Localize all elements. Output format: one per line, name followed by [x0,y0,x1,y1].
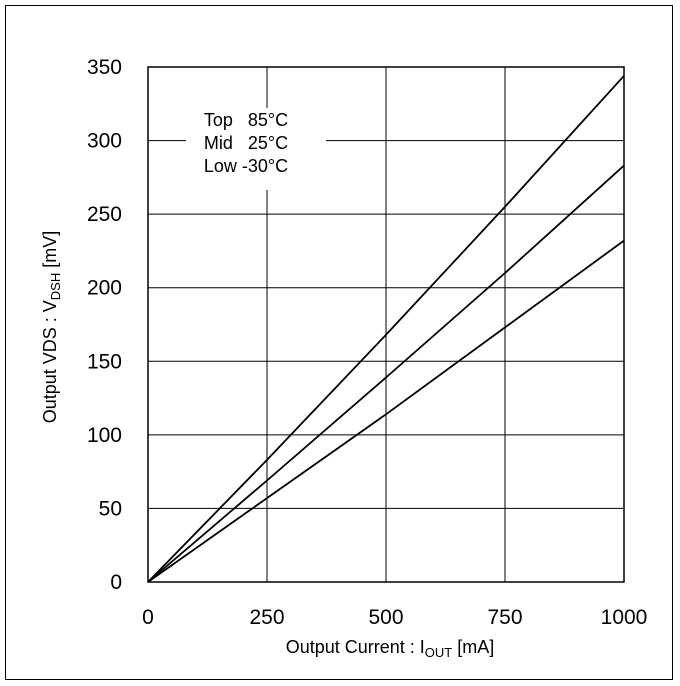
legend-entry: Low -30°C [204,156,288,176]
x-tick-label: 250 [249,606,284,629]
x-axis-label-main: Output Current : I [286,637,425,657]
x-tick-label: 500 [368,606,403,629]
series-line-low [147,239,625,583]
x-tick-label: 0 [142,606,154,629]
x-tick-labels: 0 250 500 750 1000 [142,606,647,629]
plot-border [147,66,625,583]
y-axis-label: Output VDS : VDSH [mV] [40,231,63,424]
y-tick-label: 50 [99,497,122,520]
y-axis-label-sub: DSH [48,273,63,300]
legend: Top 85°C Mid 25°C Low -30°C [186,108,326,190]
y-tick-labels: 0 50 100 150 200 250 300 350 [87,56,122,594]
y-tick-label: 300 [87,130,122,153]
y-axis-label-main: Output VDS : V [40,300,60,423]
series-lines [147,75,625,583]
series-line-mid [147,164,625,583]
legend-entry: Mid 25°C [204,133,288,153]
y-tick-label: 100 [87,424,122,447]
x-tick-label: 750 [487,606,522,629]
y-axis-label-unit: [mV] [40,231,60,273]
x-axis-label-unit: [mA] [452,637,494,657]
y-tick-label: 150 [87,350,122,373]
series-line-top [147,75,625,583]
y-tick-label: 250 [87,203,122,226]
y-tick-label: 350 [87,56,122,79]
y-tick-label: 0 [110,571,122,594]
y-tick-label: 200 [87,277,122,300]
x-tick-label: 1000 [601,606,648,629]
x-axis-label: Output Current : IOUT [mA] [286,637,495,660]
chart-frame [5,5,673,680]
legend-box [186,108,326,190]
x-axis-label-sub: OUT [425,645,453,660]
legend-entry: Top 85°C [204,110,288,130]
